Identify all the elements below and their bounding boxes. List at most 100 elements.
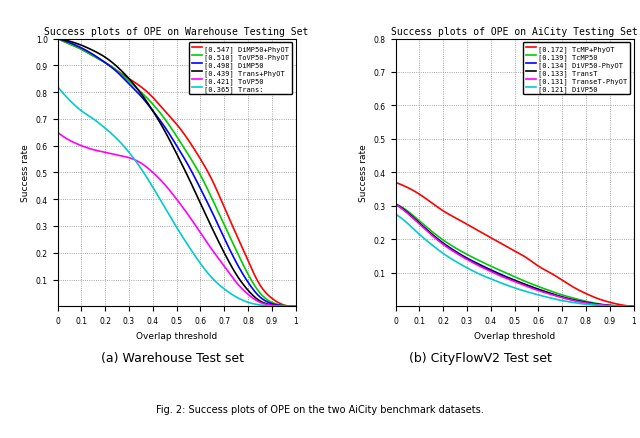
[0.421] ToVP50 [292, 304, 300, 309]
[0.510] ToVP50-PhyOT [195, 171, 203, 176]
[0.498] DiMP50 [286, 304, 294, 309]
[0.134] DiVP50-PhyOT [520, 282, 528, 287]
Text: (a) Warehouse Test set: (a) Warehouse Test set [101, 351, 244, 364]
[0.131] TranseT-PhyOT [520, 283, 528, 288]
[0.498] DiMP50 [168, 136, 176, 141]
[0.139] TcMP50 [520, 279, 528, 284]
[0.131] TranseT-PhyOT [630, 304, 637, 309]
[0.121] DiVP50 [625, 304, 632, 309]
[0.498] DiMP50 [167, 134, 175, 139]
[0.439] Trans+PhyOT [182, 171, 190, 177]
[0.547] DiMP50+PhyOT [286, 304, 294, 309]
[0.547] DiMP50+PhyOT [167, 116, 175, 121]
[0.172] TcMP+PhyOT [505, 246, 513, 251]
[0.131] TranseT-PhyOT [533, 288, 541, 293]
[0.510] ToVP50-PhyOT [286, 304, 294, 309]
[0.510] ToVP50-PhyOT [54, 37, 61, 42]
[0.121] DiVP50 [587, 302, 595, 307]
[0.421] ToVP50 [249, 296, 257, 301]
[0.172] TcMP+PhyOT [630, 304, 637, 309]
Y-axis label: Success rate: Success rate [359, 144, 368, 202]
[0.421] ToVP50 [54, 131, 61, 136]
[0.139] TcMP50 [392, 202, 399, 207]
Line: [0.510] ToVP50-PhyOT: [0.510] ToVP50-PhyOT [58, 39, 296, 307]
Title: Success plots of OPE on Warehouse Testing Set: Success plots of OPE on Warehouse Testin… [44, 27, 308, 37]
[0.439] Trans+PhyOT [167, 140, 175, 145]
Legend: [0.172] TcMP+PhyOT, [0.139] TcMP50, [0.134] DiVP50-PhyOT, [0.133] TransT, [0.131: [0.172] TcMP+PhyOT, [0.139] TcMP50, [0.1… [523, 43, 630, 95]
[0.133] TransT [533, 287, 541, 292]
[0.421] ToVP50 [195, 229, 203, 234]
[0.134] DiVP50-PhyOT [392, 202, 399, 207]
[0.133] TransT [520, 282, 528, 287]
[0.510] ToVP50-PhyOT [182, 150, 190, 155]
[0.133] TransT [392, 202, 399, 207]
[0.547] DiMP50+PhyOT [287, 304, 294, 309]
Line: [0.365] Trans:: [0.365] Trans: [58, 88, 296, 307]
[0.439] Trans+PhyOT [292, 304, 300, 309]
[0.439] Trans+PhyOT [286, 304, 294, 309]
[0.365] Trans: [167, 215, 175, 220]
[0.439] Trans+PhyOT [54, 37, 61, 42]
[0.547] DiMP50+PhyOT [292, 304, 300, 309]
[0.421] ToVP50 [286, 304, 294, 309]
[0.421] ToVP50 [182, 210, 190, 215]
[0.498] DiMP50 [182, 160, 190, 165]
Legend: [0.547] DiMP50+PhyOT, [0.510] ToVP50-PhyOT, [0.498] DiMP50, [0.439] Trans+PhyOT,: [0.547] DiMP50+PhyOT, [0.510] ToVP50-Phy… [189, 43, 292, 95]
[0.365] Trans: [195, 260, 203, 265]
[0.172] TcMP+PhyOT [506, 246, 514, 251]
[0.172] TcMP+PhyOT [533, 263, 541, 268]
[0.172] TcMP+PhyOT [624, 304, 632, 309]
[0.134] DiVP50-PhyOT [505, 276, 513, 281]
[0.131] TranseT-PhyOT [505, 277, 513, 282]
[0.131] TranseT-PhyOT [506, 278, 514, 283]
[0.421] ToVP50 [167, 190, 175, 195]
[0.547] DiMP50+PhyOT [168, 117, 176, 122]
[0.172] TcMP+PhyOT [587, 293, 595, 299]
X-axis label: Overlap threshold: Overlap threshold [136, 331, 217, 340]
[0.139] TcMP50 [630, 304, 637, 309]
[0.139] TcMP50 [587, 300, 595, 305]
Line: [0.439] Trans+PhyOT: [0.439] Trans+PhyOT [58, 39, 296, 307]
[0.547] DiMP50+PhyOT [249, 269, 257, 274]
[0.121] DiVP50 [520, 289, 528, 294]
[0.172] TcMP+PhyOT [520, 254, 528, 259]
[0.365] Trans: [280, 304, 288, 309]
[0.365] Trans: [168, 218, 176, 223]
[0.365] Trans: [54, 85, 61, 90]
[0.498] DiMP50 [292, 304, 300, 309]
[0.133] TransT [506, 276, 514, 282]
[0.139] TcMP50 [624, 304, 632, 309]
[0.134] DiVP50-PhyOT [624, 304, 632, 309]
[0.134] DiVP50-PhyOT [630, 304, 637, 309]
[0.510] ToVP50-PhyOT [167, 125, 175, 131]
Line: [0.547] DiMP50+PhyOT: [0.547] DiMP50+PhyOT [58, 39, 296, 307]
Text: (b) CityFlowV2 Test set: (b) CityFlowV2 Test set [408, 351, 552, 364]
[0.133] TransT [624, 304, 632, 309]
Line: [0.133] TransT: [0.133] TransT [396, 205, 634, 307]
[0.439] Trans+PhyOT [195, 199, 203, 204]
[0.547] DiMP50+PhyOT [182, 135, 190, 141]
Text: Fig. 2: Success plots of OPE on the two AiCity benchmark datasets.: Fig. 2: Success plots of OPE on the two … [156, 404, 484, 414]
[0.134] DiVP50-PhyOT [587, 301, 595, 306]
[0.172] TcMP+PhyOT [392, 180, 399, 186]
[0.121] DiVP50 [392, 212, 399, 217]
Line: [0.134] DiVP50-PhyOT: [0.134] DiVP50-PhyOT [396, 205, 634, 307]
Title: Success plots of OPE on AiCity Testing Set: Success plots of OPE on AiCity Testing S… [391, 27, 638, 37]
[0.121] DiVP50 [630, 304, 637, 309]
[0.510] ToVP50-PhyOT [292, 304, 300, 309]
[0.547] DiMP50+PhyOT [54, 37, 61, 42]
[0.439] Trans+PhyOT [168, 143, 176, 148]
[0.139] TcMP50 [506, 272, 514, 278]
[0.121] DiVP50 [618, 304, 626, 309]
[0.510] ToVP50-PhyOT [249, 280, 257, 286]
[0.498] DiMP50 [195, 184, 203, 189]
Line: [0.139] TcMP50: [0.139] TcMP50 [396, 205, 634, 307]
Line: [0.421] ToVP50: [0.421] ToVP50 [58, 133, 296, 307]
[0.439] Trans+PhyOT [249, 293, 257, 298]
[0.134] DiVP50-PhyOT [533, 286, 541, 292]
[0.498] DiMP50 [54, 37, 61, 42]
[0.121] DiVP50 [506, 284, 514, 289]
Line: [0.131] TranseT-PhyOT: [0.131] TranseT-PhyOT [396, 205, 634, 307]
[0.121] DiVP50 [505, 283, 513, 289]
[0.133] TransT [587, 301, 595, 306]
